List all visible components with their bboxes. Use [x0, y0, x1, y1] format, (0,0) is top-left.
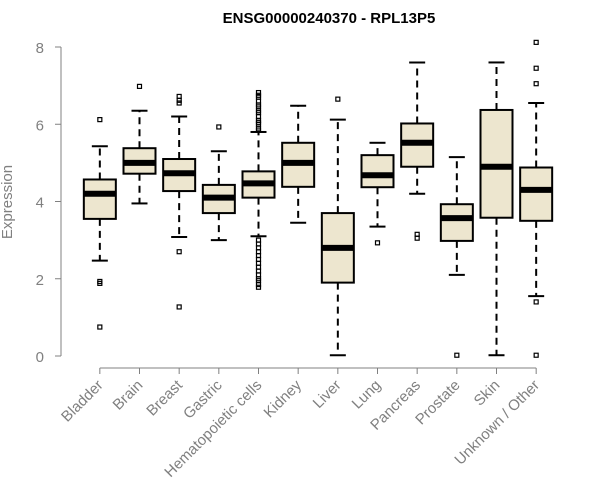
box-liver	[320, 96, 355, 357]
outlier-point	[136, 83, 143, 89]
outlier-point	[533, 39, 539, 45]
y-tick-label: 6	[36, 117, 44, 134]
y-tick-label: 4	[36, 195, 44, 212]
outlier-point	[454, 352, 460, 358]
chart-title: ENSG00000240370 - RPL13P5	[223, 10, 436, 27]
y-tick-label: 0	[36, 349, 44, 366]
box-kidney	[281, 104, 316, 224]
outlier-point	[97, 324, 103, 330]
y-axis-label: Expression	[0, 165, 16, 239]
outlier-point	[374, 240, 381, 246]
outlier-point	[216, 124, 222, 130]
box-prostate	[439, 156, 474, 358]
outlier-point	[176, 249, 182, 255]
outlier-point	[255, 127, 262, 133]
box-iqr	[82, 178, 117, 220]
outlier-point	[255, 284, 262, 290]
box-iqr	[360, 154, 395, 189]
outlier-point	[533, 81, 539, 87]
box-iqr	[439, 203, 474, 242]
y-tick-label: 2	[36, 272, 44, 289]
outlier-point	[176, 304, 182, 310]
box-breast	[162, 93, 197, 310]
outlier-point	[414, 235, 420, 241]
box-series	[82, 39, 554, 358]
outlier-point	[97, 280, 103, 286]
outlier-point	[335, 96, 341, 102]
x-tick-label: Lung	[349, 377, 385, 413]
y-tick-label: 8	[36, 40, 44, 57]
box-pancreas	[400, 61, 435, 241]
x-tick-label: Bladder	[58, 377, 107, 426]
x-tick-label: Liver	[310, 377, 345, 412]
box-gastric	[201, 124, 236, 242]
x-tick-label: Prostate	[412, 377, 464, 429]
outlier-point	[533, 299, 539, 305]
box-lung	[360, 141, 395, 246]
outlier-point	[176, 97, 182, 103]
outlier-point	[533, 65, 539, 71]
box-bladder	[82, 117, 117, 330]
x-tick-label: Kidney	[261, 376, 306, 421]
box-iqr	[519, 166, 554, 222]
box-skin	[479, 61, 514, 357]
x-tick-label: Brain	[110, 377, 147, 414]
outlier-point	[255, 281, 262, 288]
outlier-point	[255, 89, 262, 96]
outlier-point	[533, 352, 539, 358]
y-axis: 0 2 4 6 8	[36, 40, 62, 366]
outlier-point	[97, 117, 103, 123]
x-tick-label: Breast	[143, 376, 186, 419]
box-hematopoietic-cells	[241, 89, 276, 290]
box-brain	[122, 83, 157, 205]
outlier-point	[176, 100, 182, 106]
x-tick-label: Skin	[471, 377, 504, 410]
box-unknown-other	[519, 39, 554, 358]
